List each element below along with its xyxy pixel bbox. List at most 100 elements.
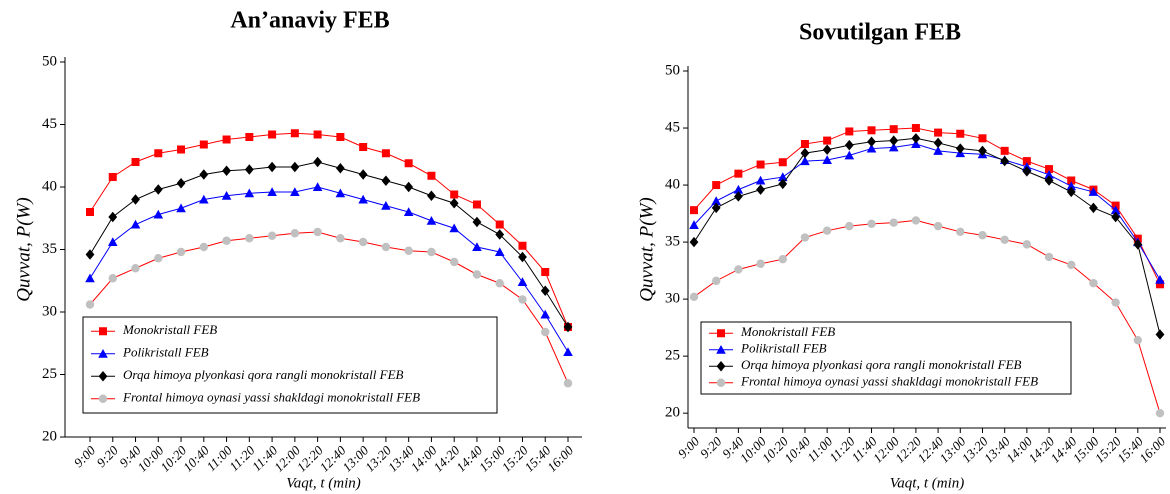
marker bbox=[978, 231, 987, 240]
legend-marker bbox=[99, 327, 107, 336]
marker bbox=[978, 134, 987, 143]
legend-label: Polikristall FEB bbox=[740, 341, 827, 356]
marker bbox=[131, 264, 140, 273]
marker bbox=[934, 128, 943, 137]
legend-marker bbox=[716, 344, 726, 354]
marker bbox=[867, 136, 876, 147]
series-line bbox=[693, 127, 1161, 285]
marker bbox=[450, 190, 459, 199]
marker bbox=[244, 164, 254, 175]
marker bbox=[1044, 252, 1054, 262]
y-tick-label: 40 bbox=[665, 176, 680, 192]
marker bbox=[778, 178, 788, 190]
marker bbox=[888, 142, 899, 152]
y-tick-label: 30 bbox=[665, 291, 680, 307]
marker bbox=[844, 139, 854, 151]
marker bbox=[85, 273, 95, 283]
marker bbox=[822, 155, 832, 164]
marker bbox=[733, 184, 744, 194]
x-tick-label: 9:00 bbox=[675, 433, 703, 461]
legend-label: Frontal himoya oynasi yassi shakldagi mo… bbox=[122, 390, 420, 405]
marker bbox=[823, 136, 832, 145]
marker bbox=[1156, 280, 1164, 289]
marker bbox=[1133, 335, 1143, 345]
marker bbox=[734, 169, 743, 178]
marker bbox=[778, 158, 787, 167]
y-tick-label: 20 bbox=[665, 405, 680, 421]
marker bbox=[1000, 146, 1009, 155]
marker bbox=[427, 190, 436, 201]
marker bbox=[221, 190, 232, 200]
series-line bbox=[693, 137, 1161, 335]
marker bbox=[1111, 211, 1121, 223]
marker bbox=[131, 158, 140, 166]
marker bbox=[844, 150, 855, 160]
marker bbox=[381, 242, 391, 252]
marker bbox=[495, 220, 504, 229]
marker bbox=[889, 135, 899, 146]
marker bbox=[866, 143, 877, 153]
y-tick-label: 45 bbox=[42, 116, 57, 132]
marker bbox=[911, 216, 921, 225]
marker bbox=[1066, 181, 1077, 191]
marker bbox=[933, 146, 943, 155]
marker bbox=[1155, 274, 1165, 284]
marker bbox=[1111, 298, 1120, 307]
marker bbox=[518, 241, 527, 250]
marker bbox=[381, 175, 391, 186]
marker bbox=[689, 220, 699, 229]
marker bbox=[153, 184, 163, 195]
marker bbox=[222, 135, 231, 144]
marker bbox=[85, 300, 95, 309]
y-tick-label: 25 bbox=[665, 348, 680, 364]
marker bbox=[1088, 187, 1099, 196]
marker bbox=[359, 143, 368, 151]
x-tick-label: 9:20 bbox=[697, 433, 725, 461]
marker bbox=[690, 206, 698, 215]
marker bbox=[154, 149, 163, 158]
marker bbox=[245, 234, 254, 243]
marker bbox=[756, 184, 765, 195]
marker bbox=[107, 237, 118, 246]
marker bbox=[176, 178, 186, 189]
marker bbox=[472, 200, 481, 209]
marker bbox=[335, 163, 345, 174]
marker bbox=[956, 129, 965, 138]
marker bbox=[541, 268, 550, 276]
marker bbox=[199, 169, 209, 180]
marker bbox=[518, 251, 527, 263]
marker bbox=[176, 247, 186, 257]
marker bbox=[956, 227, 965, 237]
series-line bbox=[89, 161, 569, 328]
marker bbox=[800, 233, 810, 242]
marker bbox=[404, 181, 414, 193]
marker bbox=[711, 196, 721, 206]
marker bbox=[756, 259, 765, 268]
marker bbox=[1110, 205, 1121, 215]
marker bbox=[1066, 186, 1076, 198]
marker bbox=[889, 125, 898, 134]
marker bbox=[427, 247, 436, 257]
chart-title: An’anaviy FEB bbox=[230, 8, 389, 34]
marker bbox=[313, 130, 322, 139]
y-tick-label: 50 bbox=[665, 62, 680, 78]
legend-box bbox=[82, 316, 498, 414]
marker bbox=[290, 229, 300, 238]
marker bbox=[154, 254, 163, 263]
marker bbox=[1155, 329, 1165, 340]
marker bbox=[222, 165, 231, 176]
marker bbox=[1155, 408, 1165, 418]
marker bbox=[313, 227, 322, 237]
series-line bbox=[89, 132, 569, 328]
marker bbox=[1000, 155, 1010, 167]
marker bbox=[1022, 157, 1031, 166]
legend-box bbox=[700, 321, 1072, 395]
marker bbox=[712, 181, 721, 190]
marker bbox=[1045, 165, 1054, 174]
marker bbox=[108, 173, 117, 181]
marker bbox=[845, 127, 854, 136]
y-tick-label: 40 bbox=[42, 178, 57, 194]
marker bbox=[267, 231, 277, 240]
marker bbox=[1022, 240, 1032, 249]
y-tick-label: 50 bbox=[42, 53, 57, 69]
